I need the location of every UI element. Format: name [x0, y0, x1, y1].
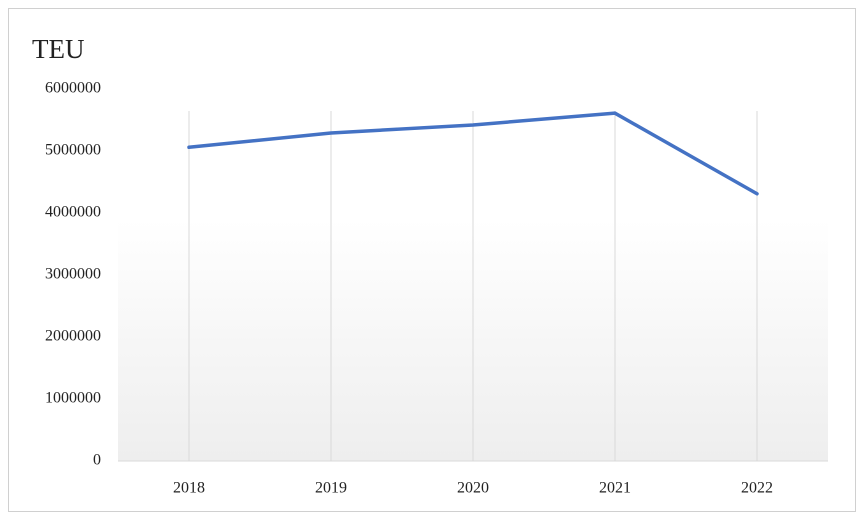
- y-axis-label: TEU: [32, 34, 84, 64]
- x-tick-label: 2019: [315, 480, 347, 497]
- x-tick-label: 2022: [741, 480, 773, 497]
- x-tick-label: 2021: [599, 480, 631, 497]
- x-tick-label: 2020: [457, 480, 489, 497]
- x-tick-label: 2018: [173, 480, 205, 497]
- y-tick-label: 2000000: [45, 328, 101, 345]
- y-tick-label: 4000000: [45, 204, 101, 221]
- data-line: [187, 111, 759, 196]
- y-tick-label: 5000000: [45, 142, 101, 159]
- y-tick-label: 0: [93, 452, 101, 469]
- y-tick-label: 1000000: [45, 390, 101, 407]
- y-tick-label: 3000000: [45, 266, 101, 283]
- y-tick-label: 6000000: [45, 80, 101, 97]
